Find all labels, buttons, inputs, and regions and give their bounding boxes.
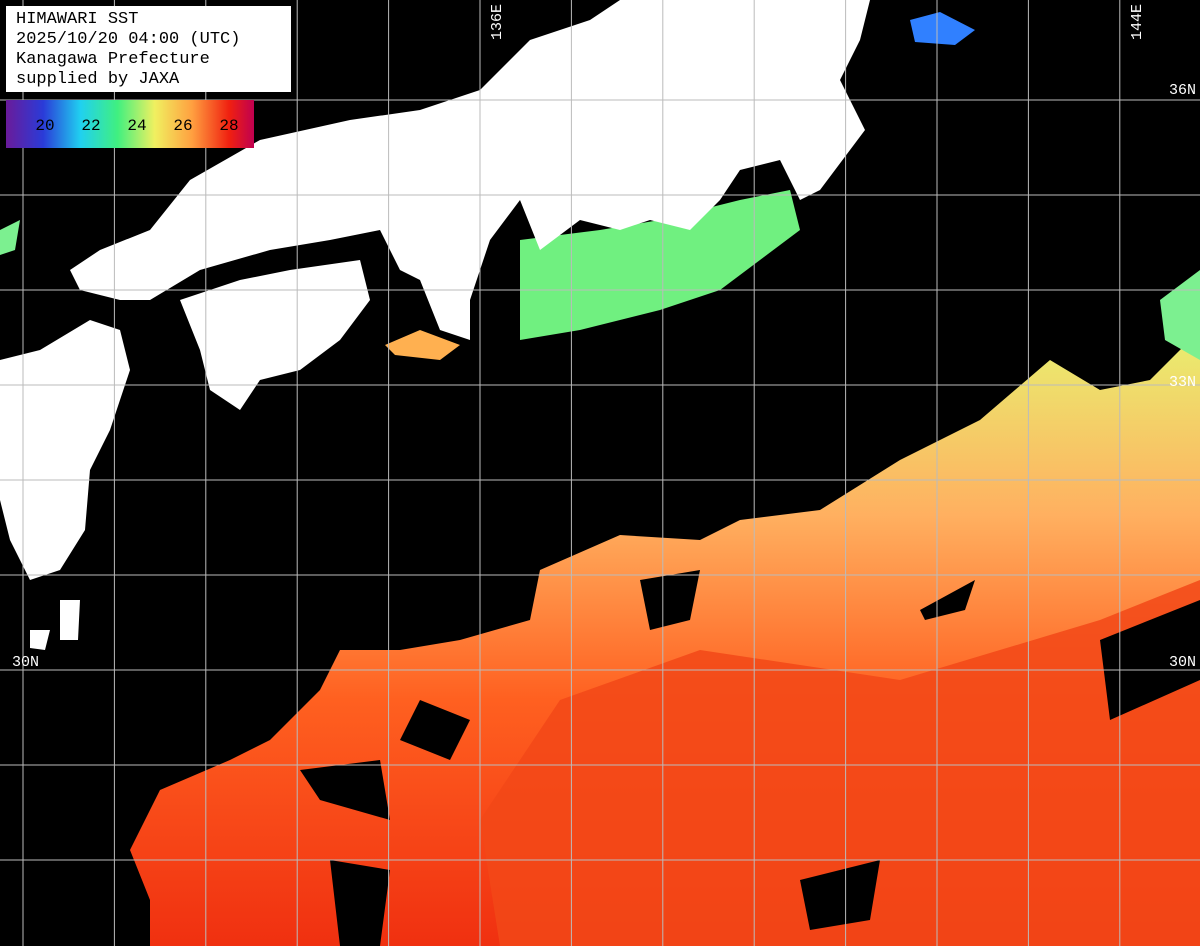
info-box [6, 6, 291, 92]
coastal-water [520, 190, 800, 340]
longitude-label: 136E [489, 4, 506, 40]
latitude-label: 30N [12, 654, 39, 671]
info-line: HIMAWARI SST [16, 10, 138, 29]
warm-water [480, 580, 1200, 946]
coastal-water [385, 330, 460, 360]
colorbar [6, 100, 254, 148]
latitude-label: 36N [1169, 82, 1196, 99]
colorbar-label: 26 [173, 117, 192, 135]
land-island [30, 600, 80, 650]
coastal-water [910, 12, 975, 45]
colorbar-label: 24 [127, 117, 146, 135]
colorbar-label: 20 [35, 117, 54, 135]
colorbar-label: 22 [81, 117, 100, 135]
colorbar-label: 28 [219, 117, 238, 135]
land-honshu [70, 0, 870, 340]
latitude-label: 33N [1169, 374, 1196, 391]
info-line: Kanagawa Prefecture [16, 50, 210, 69]
info-line: supplied by JAXA [16, 70, 180, 89]
land-shikoku [180, 260, 370, 410]
longitude-label: 144E [1129, 4, 1146, 40]
info-line: 2025/10/20 04:00 (UTC) [16, 30, 240, 49]
latitude-label: 30N [1169, 654, 1196, 671]
